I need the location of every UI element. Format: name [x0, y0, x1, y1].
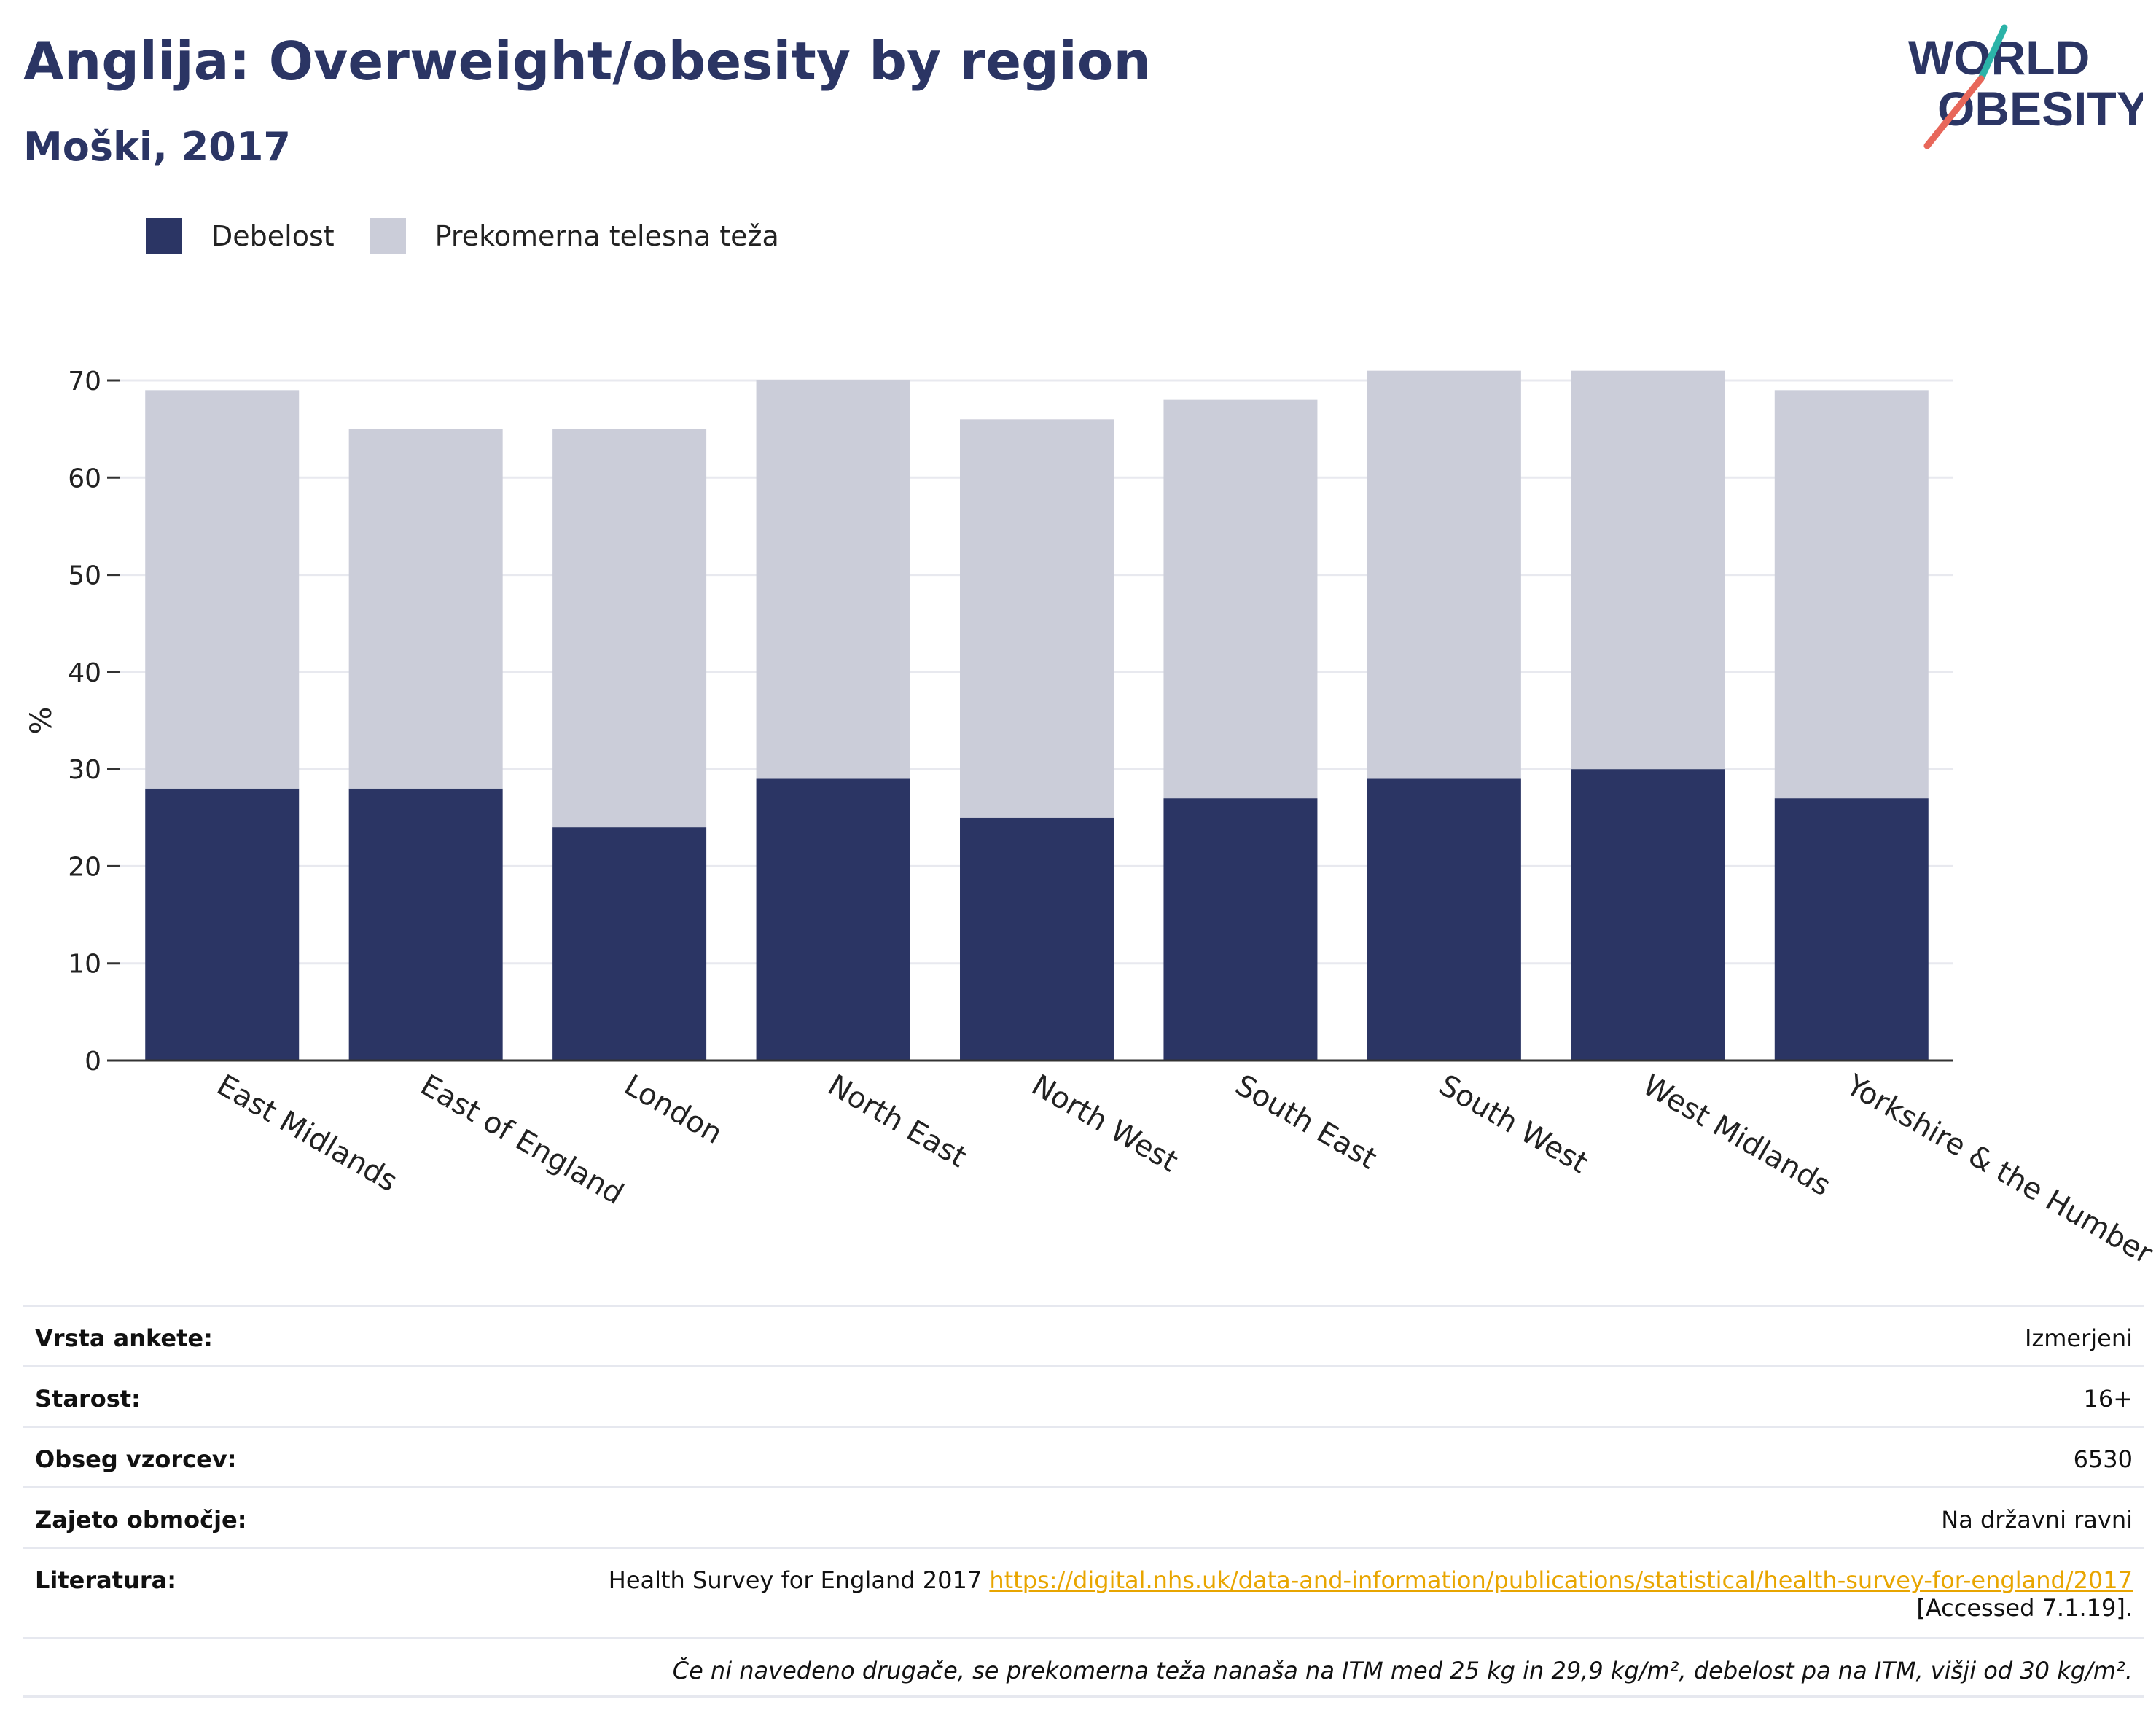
y-tick-label: 70 [68, 367, 101, 397]
reference-text: Health Survey for England 2017 [608, 1566, 990, 1594]
bar-overweight [348, 429, 503, 789]
bar-overweight [756, 380, 910, 779]
reference-link[interactable]: https://digital.nhs.uk/data-and-informat… [989, 1566, 2133, 1594]
legend-label-overweight: Prekomerna telesna teža [434, 220, 779, 252]
y-axis-label: % [25, 706, 58, 734]
world-obesity-logo: WORLD OBESITY [1908, 24, 2143, 149]
x-tick-label: East Midlands [211, 1069, 403, 1198]
bar-overweight [552, 429, 707, 828]
logo-slash-coral [1923, 75, 1985, 149]
y-tick-label: 0 [85, 1047, 101, 1077]
meta-value: 6530 [2073, 1445, 2133, 1473]
reference-value: Health Survey for England 2017 https://d… [609, 1566, 2133, 1622]
page-subtitle: Moški, 2017 [23, 124, 292, 170]
legend-swatch-overweight [369, 218, 406, 254]
legend-swatch-obesity [146, 218, 182, 254]
bar-overweight [1163, 399, 1318, 799]
bar-overweight [1774, 390, 1929, 799]
meta-row-reference: Literatura: Health Survey for England 20… [23, 1547, 2144, 1637]
meta-row-footnote: Če ni navedeno drugače, se prekomerna te… [23, 1637, 2144, 1698]
legend-item-obesity[interactable]: Debelost [146, 218, 335, 254]
meta-label: Obseg vzorcev: [35, 1445, 237, 1473]
meta-row-coverage: Zajeto območje: Na državni ravni [23, 1486, 2144, 1547]
x-tick-label: South East [1230, 1069, 1382, 1176]
meta-label: Vrsta ankete: [35, 1324, 213, 1352]
bar-obesity [960, 817, 1114, 1061]
y-tick-label: 60 [68, 464, 101, 493]
bar-obesity [552, 827, 707, 1061]
x-tick-label: South West [1433, 1069, 1593, 1180]
meta-label: Starost: [35, 1385, 141, 1413]
bar-overweight [1571, 370, 1725, 770]
chart-legend: Debelost Prekomerna telesna teža [146, 217, 814, 255]
bar-overweight [1367, 370, 1521, 779]
meta-value: 16+ [2083, 1385, 2133, 1413]
meta-row-sample-size: Obseg vzorcev: 6530 [23, 1426, 2144, 1486]
bar-obesity [1774, 798, 1929, 1061]
meta-value: Na državni ravni [1941, 1506, 2133, 1534]
bar-overweight [960, 419, 1114, 818]
logo-slash-teal [1977, 24, 2008, 82]
meta-label: Zajeto območje: [35, 1506, 247, 1534]
y-tick-label: 10 [68, 950, 101, 980]
x-tick-label: East of England [415, 1069, 629, 1211]
bar-obesity [1163, 798, 1318, 1061]
bar-overweight [145, 390, 300, 789]
legend-item-overweight[interactable]: Prekomerna telesna teža [369, 218, 779, 254]
meta-value: Izmerjeni [2025, 1324, 2133, 1352]
bar-obesity [145, 788, 300, 1061]
y-tick-label: 30 [68, 755, 101, 785]
footnote: Če ni navedeno drugače, se prekomerna te… [672, 1657, 2133, 1684]
y-tick-label: 50 [68, 561, 101, 591]
legend-label-obesity: Debelost [211, 220, 335, 252]
page-title: Anglija: Overweight/obesity by region [23, 31, 1152, 92]
y-tick-label: 40 [68, 658, 101, 688]
x-tick-label: West Midlands [1637, 1069, 1837, 1203]
y-tick-label: 20 [68, 852, 101, 882]
bar-obesity [1571, 769, 1725, 1061]
survey-metadata: Vrsta ankete: Izmerjeni Starost: 16+ Obs… [23, 1305, 2144, 1698]
reference-accessed: [Accessed 7.1.19]. [1916, 1594, 2133, 1622]
meta-row-survey-type: Vrsta ankete: Izmerjeni [23, 1305, 2144, 1365]
bar-obesity [348, 788, 503, 1061]
x-tick-label: Yorkshire & the Humber [1840, 1068, 2156, 1271]
x-tick-label: North West [1026, 1069, 1184, 1179]
bar-chart: 0 10 20 30 40 50 60 70% East Midlands East of Eng… [25, 367, 2156, 1271]
meta-row-age: Starost: 16+ [23, 1365, 2144, 1426]
bar-obesity [756, 778, 910, 1061]
x-tick-label: London [619, 1069, 728, 1151]
meta-label: Literatura: [35, 1566, 176, 1594]
x-tick-label: North East [822, 1069, 972, 1174]
bar-obesity [1367, 778, 1521, 1061]
